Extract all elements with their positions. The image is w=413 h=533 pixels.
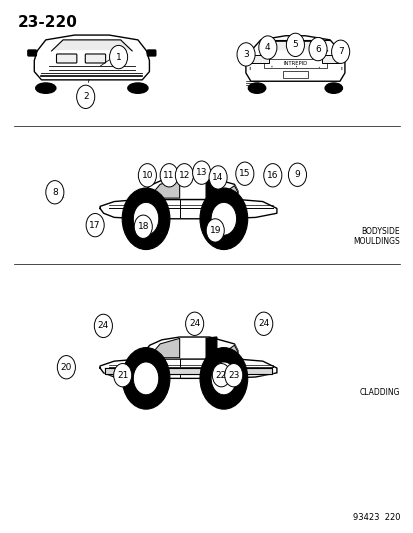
Circle shape [46, 181, 64, 204]
Polygon shape [139, 177, 237, 199]
Polygon shape [100, 199, 276, 219]
Circle shape [212, 364, 230, 387]
Text: 19: 19 [209, 226, 221, 235]
Circle shape [192, 161, 210, 184]
Text: 17: 17 [89, 221, 101, 230]
Circle shape [122, 348, 169, 409]
Text: 3: 3 [242, 50, 248, 59]
Text: 7: 7 [337, 47, 343, 56]
Text: 24: 24 [97, 321, 109, 330]
Circle shape [134, 215, 152, 238]
Text: 21: 21 [117, 370, 128, 379]
FancyBboxPatch shape [263, 59, 326, 68]
Circle shape [94, 314, 112, 337]
Text: 20: 20 [61, 363, 72, 372]
Text: 15: 15 [238, 169, 250, 178]
Circle shape [258, 36, 276, 59]
FancyBboxPatch shape [56, 54, 77, 63]
Polygon shape [206, 177, 216, 198]
Circle shape [138, 164, 156, 187]
Text: 8: 8 [52, 188, 57, 197]
Polygon shape [206, 337, 216, 358]
Circle shape [160, 164, 178, 187]
Text: 24: 24 [257, 319, 269, 328]
FancyBboxPatch shape [321, 55, 339, 63]
Circle shape [211, 362, 236, 395]
Circle shape [224, 364, 242, 387]
Polygon shape [52, 40, 132, 51]
Polygon shape [216, 345, 237, 358]
Circle shape [133, 362, 159, 395]
Ellipse shape [248, 83, 265, 93]
Circle shape [86, 214, 104, 237]
Polygon shape [100, 359, 276, 378]
Text: 5: 5 [292, 41, 298, 50]
Circle shape [57, 356, 75, 379]
Polygon shape [34, 51, 149, 80]
Circle shape [133, 203, 159, 235]
Circle shape [199, 188, 247, 249]
Ellipse shape [128, 83, 147, 93]
Ellipse shape [324, 83, 342, 93]
Circle shape [331, 40, 349, 63]
Text: 1: 1 [115, 53, 121, 62]
Circle shape [209, 166, 227, 189]
Text: 6: 6 [314, 45, 320, 54]
Polygon shape [139, 337, 237, 359]
Circle shape [199, 348, 247, 409]
Polygon shape [216, 185, 237, 198]
Circle shape [109, 45, 127, 69]
Circle shape [76, 85, 95, 109]
Circle shape [235, 162, 253, 185]
Polygon shape [263, 41, 327, 51]
Text: 13: 13 [195, 168, 207, 177]
Text: INTREPID: INTREPID [282, 61, 307, 66]
FancyBboxPatch shape [28, 50, 36, 56]
Text: 2: 2 [83, 92, 88, 101]
Circle shape [206, 219, 224, 242]
Circle shape [114, 364, 131, 387]
Circle shape [254, 312, 272, 335]
FancyBboxPatch shape [250, 55, 268, 63]
Text: 22: 22 [215, 370, 226, 379]
Text: 16: 16 [266, 171, 278, 180]
FancyBboxPatch shape [147, 50, 156, 56]
Text: 93423  220: 93423 220 [352, 513, 399, 522]
Text: 18: 18 [137, 222, 149, 231]
Circle shape [185, 312, 203, 335]
Text: BODYSIDE
MOULDINGS: BODYSIDE MOULDINGS [353, 227, 399, 246]
Circle shape [286, 33, 304, 56]
Ellipse shape [36, 83, 56, 93]
Text: 23-220: 23-220 [18, 14, 78, 30]
Circle shape [122, 188, 169, 249]
Polygon shape [149, 338, 179, 358]
Polygon shape [105, 368, 271, 374]
Text: 11: 11 [163, 171, 175, 180]
Circle shape [211, 203, 236, 235]
Circle shape [237, 43, 254, 66]
Text: 4: 4 [264, 43, 270, 52]
Text: CLADDING: CLADDING [359, 389, 399, 398]
Text: 12: 12 [178, 171, 190, 180]
Circle shape [263, 164, 281, 187]
FancyBboxPatch shape [85, 54, 105, 63]
Text: 24: 24 [189, 319, 200, 328]
Polygon shape [245, 51, 344, 81]
Circle shape [175, 164, 193, 187]
Polygon shape [149, 179, 179, 198]
Text: 23: 23 [228, 370, 239, 379]
FancyBboxPatch shape [282, 71, 307, 78]
Text: 9: 9 [294, 170, 299, 179]
Text: 14: 14 [212, 173, 223, 182]
Circle shape [288, 163, 306, 187]
Circle shape [308, 37, 326, 61]
Text: 10: 10 [141, 171, 153, 180]
